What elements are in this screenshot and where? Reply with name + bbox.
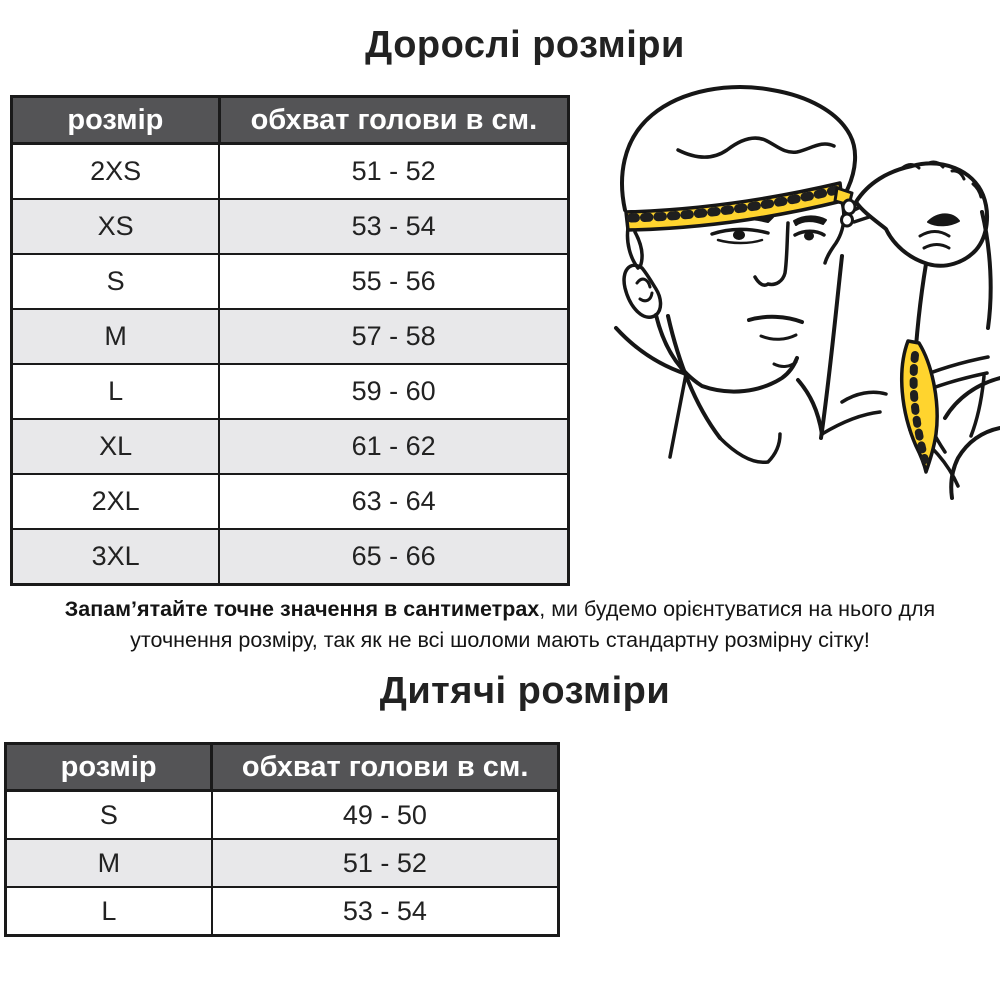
measuring-tape-end bbox=[900, 339, 939, 474]
table-row: L 59 - 60 bbox=[10, 363, 570, 420]
fingertip bbox=[840, 212, 854, 228]
table-row: M 51 - 52 bbox=[4, 838, 560, 888]
jaw-line bbox=[654, 313, 799, 394]
table-cell: L bbox=[10, 363, 221, 420]
neck-right bbox=[796, 378, 824, 436]
table-row: XL 61 - 62 bbox=[10, 418, 570, 475]
table-row: S 55 - 56 bbox=[10, 253, 570, 310]
table-cell: 61 - 62 bbox=[218, 418, 570, 475]
column-header-circumference: обхват голови в см. bbox=[217, 95, 571, 145]
left-eye bbox=[710, 227, 770, 236]
table-cell: 49 - 50 bbox=[210, 789, 560, 840]
table-row: 2XS 51 - 52 bbox=[10, 142, 570, 200]
shoulder-left bbox=[614, 326, 688, 376]
head-measurement-illustration bbox=[614, 85, 1000, 500]
table-cell: XL bbox=[10, 418, 221, 475]
table-cell: S bbox=[10, 253, 221, 310]
column-header-circumference: обхват голови в см. bbox=[210, 742, 560, 792]
table-cell: L bbox=[4, 886, 213, 937]
table-row: 3XL 65 - 66 bbox=[10, 528, 570, 586]
hair-fringe bbox=[676, 136, 836, 159]
right-eye bbox=[793, 229, 826, 237]
chest-curve bbox=[840, 390, 888, 404]
note-bold-text: Запам’ятайте точне значення в сантиметра… bbox=[64, 597, 540, 621]
table-row: M 57 - 58 bbox=[10, 308, 570, 365]
note-regular-text: , ми будемо орієнтуватися на нього для у… bbox=[130, 597, 936, 652]
column-header-size: розмір bbox=[3, 742, 214, 792]
table-row: XS 53 - 54 bbox=[10, 198, 570, 255]
kids-size-table: розмір обхват голови в см. S 49 - 50 M 51 -… bbox=[3, 742, 560, 937]
adult-size-table: розмір обхват голови в см. 2XS 51 - 52 XS 5… bbox=[10, 95, 571, 586]
table-cell: 63 - 64 bbox=[218, 473, 570, 530]
right-eyebrow bbox=[793, 215, 827, 226]
table-cell: 65 - 66 bbox=[218, 528, 570, 586]
adult-sizes-title: Дорослі розміри bbox=[365, 24, 685, 66]
fingertip bbox=[841, 198, 857, 216]
mouth bbox=[747, 314, 804, 324]
collar bbox=[718, 432, 782, 465]
lower-lip bbox=[759, 333, 798, 341]
table-cell: 51 - 52 bbox=[218, 142, 570, 200]
table-cell: 2XS bbox=[10, 142, 221, 200]
left-pupil bbox=[733, 230, 745, 240]
kids-sizes-title: Дитячі розміри bbox=[379, 670, 671, 712]
head-outline bbox=[620, 85, 857, 212]
table-cell: 51 - 52 bbox=[210, 838, 560, 888]
table-cell: 53 - 54 bbox=[210, 886, 560, 937]
table-cell: S bbox=[4, 789, 213, 840]
table-cell: 2XL bbox=[10, 473, 221, 530]
table-row: S 49 - 50 bbox=[4, 789, 560, 840]
table-row: 2XL 63 - 64 bbox=[10, 473, 570, 530]
neck-left bbox=[666, 314, 722, 440]
chin-crease bbox=[772, 360, 798, 368]
table-cell: XS bbox=[10, 198, 221, 255]
right-pupil bbox=[804, 231, 814, 241]
table-cell: M bbox=[10, 308, 221, 365]
table-cell: 3XL bbox=[10, 528, 221, 586]
table-cell: 53 - 54 bbox=[218, 198, 570, 255]
nose bbox=[753, 221, 790, 287]
table-row: L 53 - 54 bbox=[4, 886, 560, 937]
column-header-size: розмір bbox=[10, 95, 221, 145]
size-note: Запам’ятайте точне значення в сантиметра… bbox=[15, 594, 985, 656]
table-cell: 55 - 56 bbox=[218, 253, 570, 310]
ear bbox=[622, 263, 663, 319]
ear-inner bbox=[635, 277, 654, 303]
table-header-row: розмір обхват голови в см. bbox=[10, 95, 571, 145]
knuckles bbox=[900, 160, 983, 199]
sideburn bbox=[633, 230, 644, 269]
table-cell: M bbox=[4, 838, 213, 888]
table-header-row: розмір обхват голови в см. bbox=[3, 742, 560, 792]
table-cell: 59 - 60 bbox=[218, 363, 570, 420]
fist bbox=[854, 161, 990, 268]
table-cell: 57 - 58 bbox=[218, 308, 570, 365]
curled-finger bbox=[927, 213, 960, 227]
